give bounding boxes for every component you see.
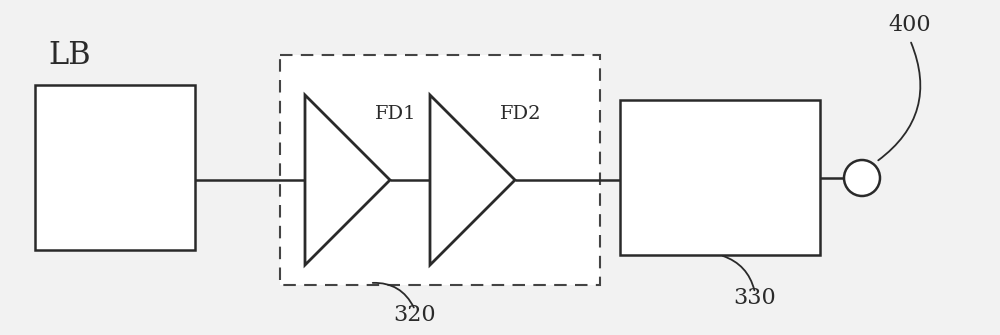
Polygon shape bbox=[430, 95, 515, 265]
Text: 400: 400 bbox=[889, 14, 931, 36]
Text: 330: 330 bbox=[734, 287, 776, 309]
Text: 320: 320 bbox=[394, 304, 436, 326]
Bar bbox=[620, 100, 820, 255]
Circle shape bbox=[844, 160, 880, 196]
Bar bbox=[280, 55, 600, 285]
Polygon shape bbox=[305, 95, 390, 265]
Text: LB: LB bbox=[49, 40, 91, 70]
Text: FD2: FD2 bbox=[500, 105, 542, 123]
Bar bbox=[35, 85, 195, 250]
Text: FD1: FD1 bbox=[375, 105, 416, 123]
